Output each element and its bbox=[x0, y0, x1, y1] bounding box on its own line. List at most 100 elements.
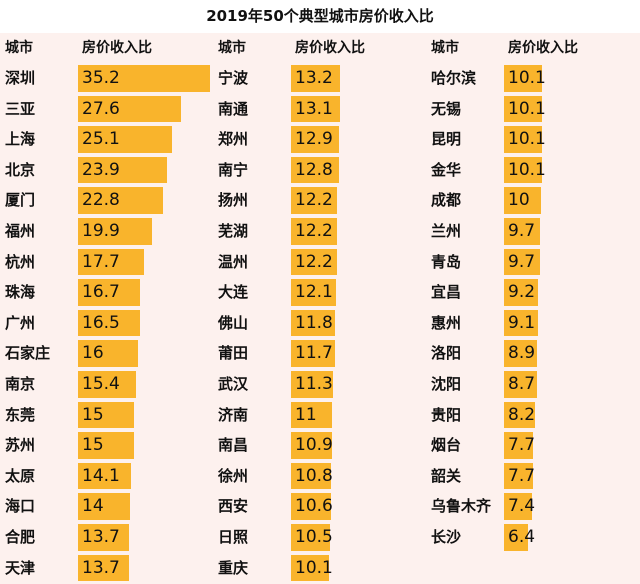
data-bar bbox=[504, 309, 539, 337]
ratio-value: 10 bbox=[508, 190, 530, 211]
ratio-value: 12.2 bbox=[295, 221, 333, 241]
city-name: 南宁 bbox=[218, 160, 249, 179]
ratio-value: 16 bbox=[82, 343, 104, 364]
city-name: 成都 bbox=[431, 191, 462, 210]
ratio-value: 15.4 bbox=[82, 374, 120, 394]
city-name: 苏州 bbox=[5, 436, 36, 455]
column-header: 城市 bbox=[218, 40, 246, 56]
city-name: 芜湖 bbox=[218, 222, 249, 240]
city-name: 金华 bbox=[431, 160, 462, 179]
ratio-value: 10.1 bbox=[508, 159, 546, 180]
ratio-value: 11.3 bbox=[295, 374, 333, 394]
ratio-value: 14 bbox=[82, 496, 104, 517]
data-bar bbox=[78, 309, 140, 337]
city-name: 烟台 bbox=[431, 436, 462, 455]
data-bar bbox=[78, 524, 130, 551]
data-bar bbox=[504, 401, 535, 429]
city-name: 佛山 bbox=[218, 313, 249, 332]
city-name: 厦门 bbox=[5, 191, 36, 210]
city-name: 海口 bbox=[5, 497, 36, 516]
data-bar bbox=[291, 309, 336, 337]
ratio-value: 10.1 bbox=[508, 129, 546, 150]
ratio-value: 10.9 bbox=[295, 435, 333, 456]
data-bar bbox=[504, 340, 538, 367]
data-bar bbox=[291, 432, 332, 459]
city-name: 乌鲁木齐 bbox=[431, 497, 492, 516]
city-name: 哈尔滨 bbox=[431, 69, 477, 87]
city-name: 日照 bbox=[218, 528, 249, 546]
data-bar bbox=[78, 187, 164, 214]
city-name: 扬州 bbox=[218, 191, 249, 210]
data-bar bbox=[291, 248, 337, 276]
ratio-value: 7.7 bbox=[508, 435, 536, 456]
city-name: 无锡 bbox=[431, 99, 462, 118]
data-bar bbox=[291, 340, 335, 367]
ratio-value: 10.1 bbox=[508, 98, 546, 119]
data-bar bbox=[78, 95, 182, 123]
city-name: 韶关 bbox=[431, 466, 462, 485]
data-bar bbox=[291, 218, 337, 245]
data-bar bbox=[291, 524, 331, 551]
ratio-value: 11.7 bbox=[295, 343, 333, 364]
column-header: 城市 bbox=[5, 40, 33, 56]
city-name: 昆明 bbox=[431, 130, 462, 149]
column-header: 城市 bbox=[431, 40, 459, 56]
city-name: 大连 bbox=[218, 283, 249, 302]
ratio-value: 9.1 bbox=[508, 312, 536, 333]
city-name: 深圳 bbox=[5, 69, 36, 87]
divider bbox=[0, 32, 640, 33]
city-name: 石家庄 bbox=[5, 344, 51, 363]
city-name: 武汉 bbox=[218, 375, 249, 393]
data-bar bbox=[291, 126, 340, 153]
data-bar bbox=[78, 126, 172, 153]
data-bar bbox=[504, 248, 541, 276]
data-bar bbox=[78, 554, 130, 582]
data-bar bbox=[78, 432, 135, 459]
city-name: 广州 bbox=[5, 313, 36, 332]
city-name: 珠海 bbox=[5, 283, 36, 302]
ratio-value: 25.1 bbox=[82, 129, 120, 150]
data-bar bbox=[504, 95, 542, 123]
table-title: 2019年50个典型城市房价收入比 bbox=[0, 0, 640, 32]
city-name: 莆田 bbox=[218, 344, 249, 363]
data-bar bbox=[291, 371, 334, 398]
data-bar bbox=[78, 156, 168, 184]
data-bar bbox=[78, 493, 131, 520]
data-bar bbox=[504, 156, 542, 184]
data-bar bbox=[78, 340, 138, 367]
column-header: 房价收入比 bbox=[82, 40, 152, 56]
data-bar bbox=[291, 279, 337, 306]
city-name: 东莞 bbox=[5, 405, 36, 424]
data-bar bbox=[78, 371, 136, 398]
data-bar bbox=[291, 156, 339, 184]
city-name: 温州 bbox=[218, 252, 249, 271]
city-name: 贵阳 bbox=[431, 405, 462, 424]
data-bar bbox=[291, 95, 340, 123]
data-bar bbox=[504, 493, 532, 520]
data-bar bbox=[504, 218, 541, 245]
data-bar bbox=[78, 65, 210, 92]
ratio-value: 9.7 bbox=[508, 221, 536, 241]
city-name: 南昌 bbox=[218, 436, 249, 455]
ratio-value: 16.5 bbox=[82, 312, 120, 333]
city-name: 合肥 bbox=[5, 528, 36, 546]
ratio-value: 23.9 bbox=[82, 159, 120, 180]
ratio-value: 35.2 bbox=[82, 68, 120, 88]
ratio-value: 10.1 bbox=[295, 557, 333, 578]
ratio-value: 22.8 bbox=[82, 190, 120, 211]
city-name: 长沙 bbox=[431, 528, 462, 546]
ratio-value: 16.7 bbox=[82, 282, 120, 303]
data-bar bbox=[78, 401, 135, 429]
city-name: 上海 bbox=[5, 130, 36, 149]
ratio-value: 12.9 bbox=[295, 129, 333, 150]
ratio-value: 12.1 bbox=[295, 282, 333, 303]
data-bar bbox=[504, 462, 533, 490]
ratio-value: 12.8 bbox=[295, 159, 333, 180]
data-bar bbox=[291, 493, 331, 520]
ratio-value: 8.9 bbox=[508, 343, 536, 364]
city-name: 杭州 bbox=[5, 252, 36, 271]
ratio-value: 9.2 bbox=[508, 282, 536, 303]
city-name: 徐州 bbox=[218, 466, 249, 485]
city-name: 青岛 bbox=[431, 252, 462, 271]
